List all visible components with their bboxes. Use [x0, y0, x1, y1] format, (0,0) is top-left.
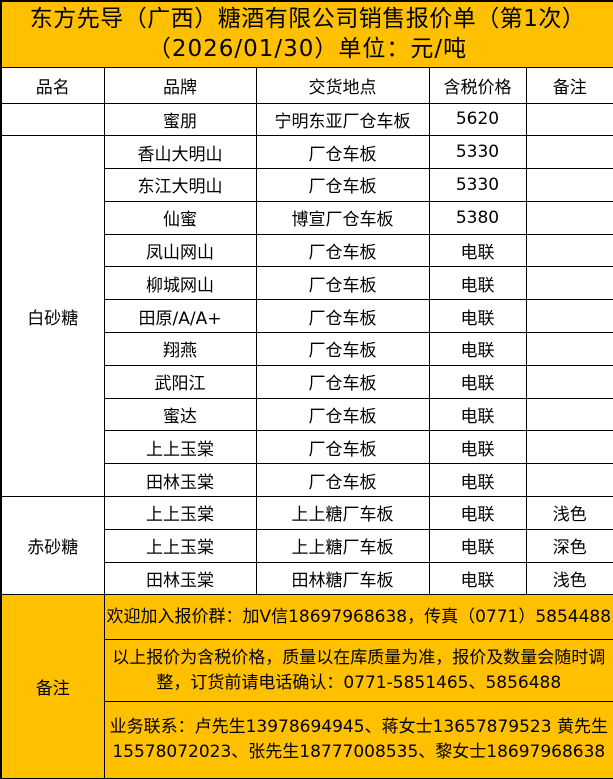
note-cell — [525, 135, 613, 170]
footer-line-3: 业务联系：卢先生13978694945、蒋女士13657879523 黄先生15… — [103, 701, 613, 779]
brand-cell: 凤山网山 — [103, 233, 257, 268]
location-cell: 宁明东亚厂仓车板 — [255, 102, 430, 137]
category-cell-red-sugar: 赤砂糖 — [0, 496, 105, 596]
price-cell: 5330 — [428, 135, 527, 170]
price-cell: 电联 — [428, 233, 527, 268]
note-cell — [525, 430, 613, 465]
table-row: 蜜朋 宁明东亚厂仓车板 5620 — [0, 102, 613, 137]
note-cell — [525, 463, 613, 498]
price-cell: 电联 — [428, 561, 527, 596]
location-cell: 厂仓车板 — [255, 168, 430, 202]
table-row: 仙蜜 博宣厂仓车板 5380 — [1, 200, 613, 235]
table-row: 东江大明山 厂仓车板 5330 — [1, 168, 613, 202]
price-cell: 电联 — [428, 430, 527, 465]
brand-cell: 武阳江 — [103, 364, 257, 399]
note-cell — [525, 233, 613, 268]
price-cell: 电联 — [428, 397, 527, 432]
note-cell: 深色 — [525, 528, 613, 563]
price-cell: 5330 — [428, 168, 527, 202]
category-cell-white-sugar: 白砂糖 — [0, 135, 105, 498]
location-cell: 厂仓车板 — [255, 233, 430, 268]
price-cell: 电联 — [428, 364, 527, 399]
location-cell: 田林糖厂车板 — [255, 561, 430, 596]
note-cell — [525, 364, 613, 399]
brand-cell: 上上玉棠 — [103, 496, 257, 530]
footer-line-2: 以上报价为含税价格，质量以在库质量为准，报价及数量会随时调整，订货前请电话确认：… — [103, 639, 613, 703]
location-cell: 上上糖厂车板 — [255, 496, 430, 530]
brand-cell: 柳城网山 — [103, 266, 257, 301]
location-cell: 厂仓车板 — [255, 397, 430, 432]
price-cell: 5380 — [428, 200, 527, 235]
brand-cell: 田林玉棠 — [103, 463, 257, 498]
footer-label: 备注 — [0, 594, 105, 779]
note-cell — [525, 200, 613, 235]
note-cell — [525, 168, 613, 202]
brand-cell: 蜜达 — [103, 397, 257, 432]
header-location: 交货地点 — [255, 66, 430, 104]
page-title: 东方先导（广西）糖酒有限公司销售报价单（第1次） （2026/01/30）单位：… — [0, 0, 613, 68]
brand-cell: 田原/A/A+ — [103, 299, 257, 334]
title-row: 东方先导（广西）糖酒有限公司销售报价单（第1次） （2026/01/30）单位：… — [0, 0, 613, 68]
note-cell — [525, 266, 613, 301]
note-cell — [525, 299, 613, 334]
location-cell: 博宣厂仓车板 — [255, 200, 430, 235]
header-note: 备注 — [525, 66, 613, 104]
footer-line-1: 欢迎加入报价群：加V信18697968638，传真（0771）5854488 — [103, 594, 613, 641]
location-cell: 厂仓车板 — [255, 299, 430, 334]
price-cell: 电联 — [428, 332, 527, 366]
location-cell: 厂仓车板 — [255, 135, 430, 170]
note-cell — [525, 102, 613, 137]
brand-cell: 田林玉棠 — [103, 561, 257, 596]
category-cell-empty — [0, 102, 105, 137]
note-cell — [525, 332, 613, 366]
price-cell: 电联 — [428, 463, 527, 498]
footer-row: 备注 欢迎加入报价群：加V信18697968638，传真（0771）585448… — [0, 594, 613, 779]
location-cell: 厂仓车板 — [255, 430, 430, 465]
brand-cell: 香山大明山 — [103, 135, 257, 170]
location-cell: 厂仓车板 — [255, 332, 430, 366]
location-cell: 厂仓车板 — [255, 266, 430, 301]
note-cell — [525, 397, 613, 432]
location-cell: 厂仓车板 — [255, 364, 430, 399]
footer-row: 业务联系：卢先生13978694945、蒋女士13657879523 黄先生15… — [1, 701, 613, 779]
header-brand: 品牌 — [103, 66, 257, 104]
table-row: 上上玉棠 厂仓车板 电联 — [1, 430, 613, 465]
price-cell: 电联 — [428, 528, 527, 563]
table-row: 柳城网山 厂仓车板 电联 — [1, 266, 613, 301]
price-cell: 电联 — [428, 299, 527, 334]
brand-cell: 仙蜜 — [103, 200, 257, 235]
location-cell: 上上糖厂车板 — [255, 528, 430, 563]
footer-row: 以上报价为含税价格，质量以在库质量为准，报价及数量会随时调整，订货前请电话确认：… — [1, 639, 613, 703]
brand-cell: 东江大明山 — [103, 168, 257, 202]
header-price: 含税价格 — [428, 66, 527, 104]
column-header-row: 品名 品牌 交货地点 含税价格 备注 — [0, 66, 613, 104]
brand-cell: 翔燕 — [103, 332, 257, 366]
brand-cell: 蜜朋 — [103, 102, 257, 137]
note-cell: 浅色 — [525, 496, 613, 530]
note-cell: 浅色 — [525, 561, 613, 596]
header-product: 品名 — [0, 66, 105, 104]
brand-cell: 上上玉棠 — [103, 430, 257, 465]
title-line-1: 东方先导（广西）糖酒有限公司销售报价单（第1次） — [29, 6, 586, 33]
price-cell: 5620 — [428, 102, 527, 137]
brand-cell: 上上玉棠 — [103, 528, 257, 563]
table-row: 赤砂糖 上上玉棠 上上糖厂车板 电联 浅色 — [0, 496, 613, 596]
price-cell: 电联 — [428, 266, 527, 301]
table-row: 白砂糖 香山大明山 厂仓车板 5330 — [0, 135, 613, 498]
price-cell: 电联 — [428, 496, 527, 530]
location-cell: 厂仓车板 — [255, 463, 430, 498]
title-line-2: （2026/01/30）单位：元/吨 — [147, 36, 468, 63]
